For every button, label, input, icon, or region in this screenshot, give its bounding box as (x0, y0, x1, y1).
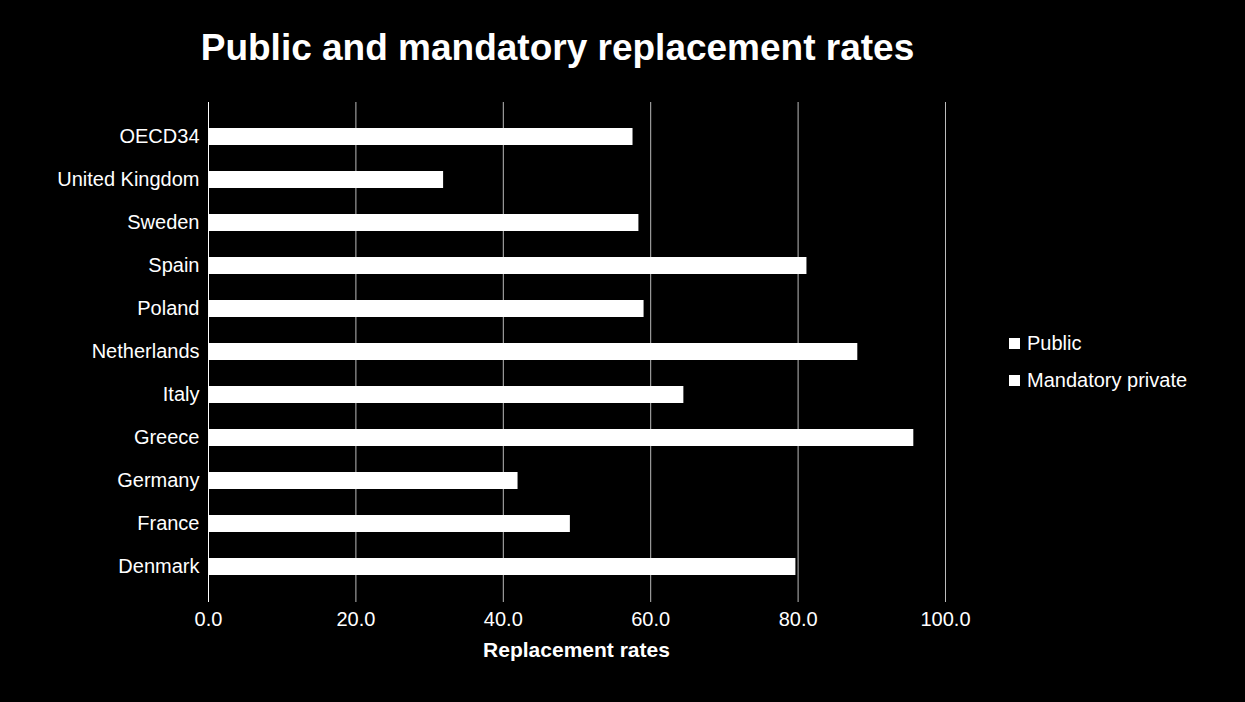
svg-text:United Kingdom: United Kingdom (57, 168, 199, 190)
html-text:Public: Public (1027, 332, 1082, 354)
html-text:Replacement rates: Replacement rates (483, 638, 670, 661)
html-text:Mandatory private: Mandatory private (1027, 369, 1188, 391)
svg-text:Denmark: Denmark (118, 555, 200, 577)
svg-text:Spain: Spain (148, 254, 199, 276)
svg-text:100.0: 100.0 (920, 608, 970, 630)
svg-text:Germany: Germany (117, 469, 199, 491)
svg-text:France: France (137, 512, 199, 534)
svg-text:60.0: 60.0 (631, 608, 670, 630)
svg-text:Netherlands: Netherlands (92, 340, 200, 362)
svg-text:40.0: 40.0 (484, 608, 523, 630)
svg-text:Poland: Poland (137, 297, 199, 319)
svg-text:Greece: Greece (134, 426, 200, 448)
svg-text:80.0: 80.0 (779, 608, 818, 630)
html-text:Public and mandatory replaceme: Public and mandatory replacement rates (200, 27, 915, 68)
svg-text:0.0: 0.0 (195, 608, 223, 630)
svg-text:Italy: Italy (163, 383, 200, 405)
svg-text:20.0: 20.0 (336, 608, 375, 630)
svg-text:OECD34: OECD34 (119, 125, 199, 147)
svg-text:Sweden: Sweden (127, 211, 199, 233)
